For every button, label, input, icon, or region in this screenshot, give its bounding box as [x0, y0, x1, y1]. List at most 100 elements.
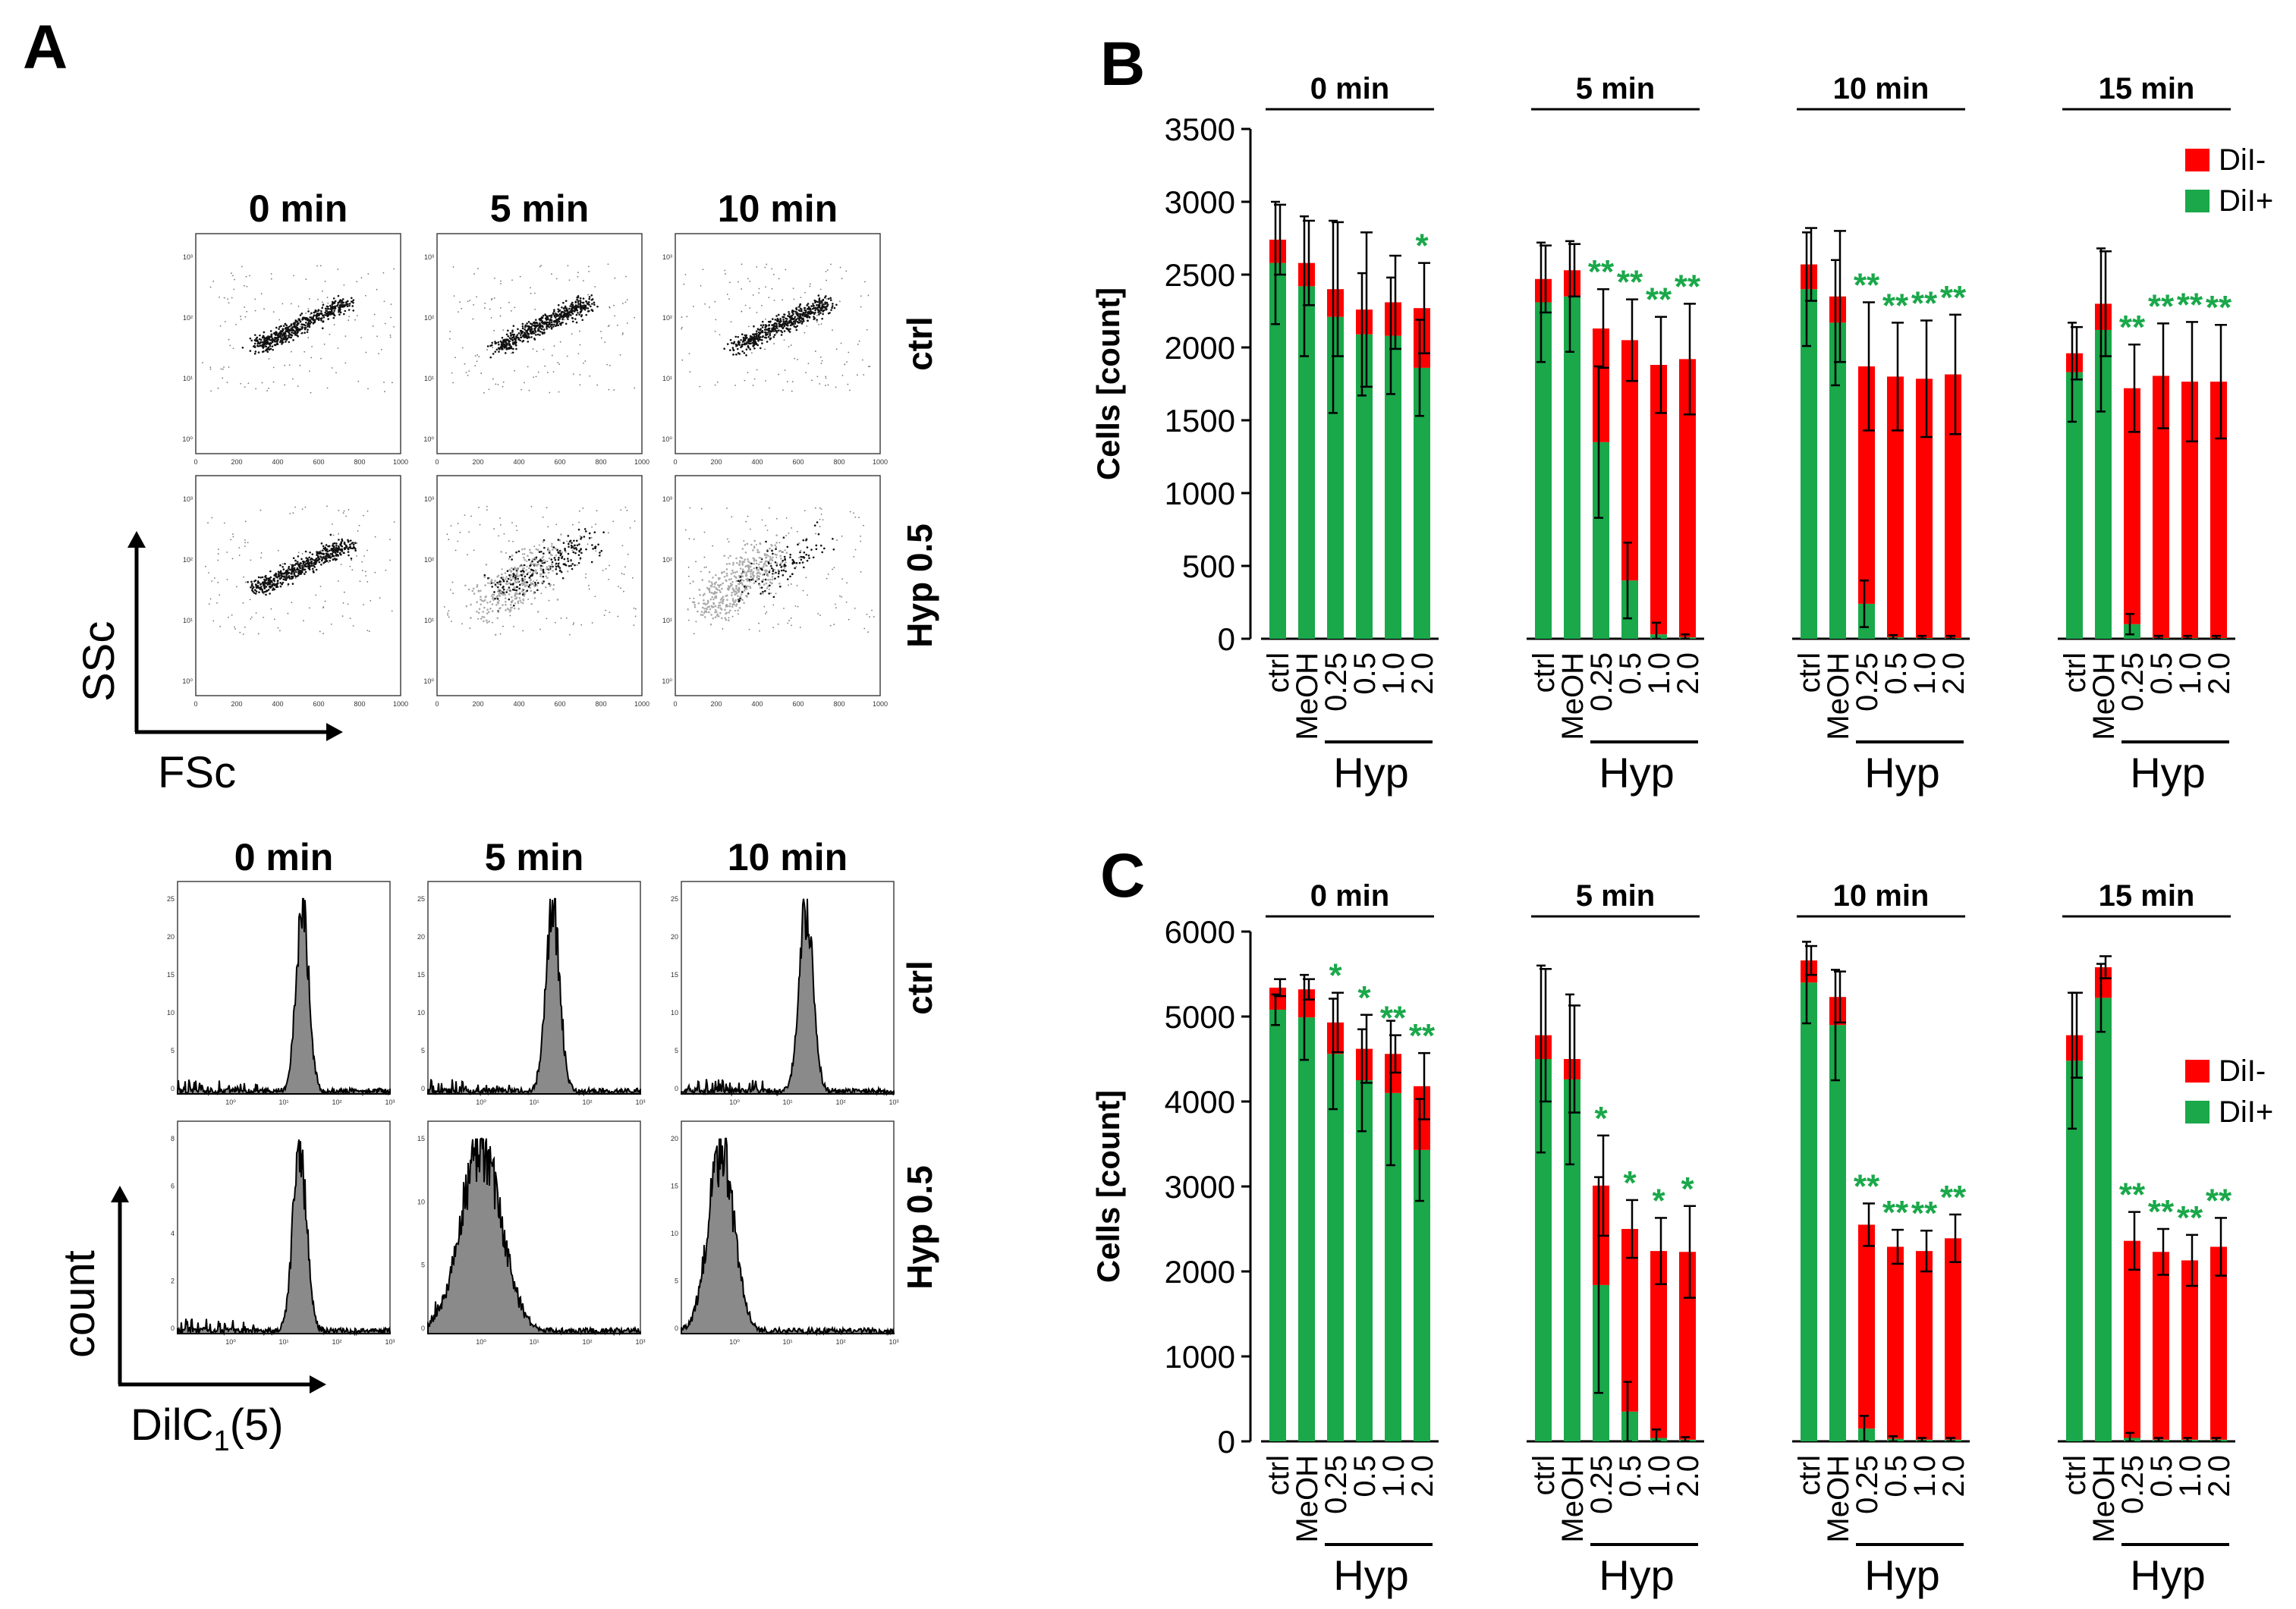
scatter-point: [310, 391, 312, 394]
scatter-point: [819, 310, 821, 313]
scatter-point: [326, 297, 329, 298]
scatter-point: [778, 542, 781, 544]
scatter-point: [511, 596, 513, 599]
scatter-point: [846, 582, 848, 584]
chart-c-bar-dil-pos: [1414, 1149, 1430, 1441]
scatter-point: [249, 599, 251, 601]
scatter-point: [728, 349, 731, 351]
scatter-point: [782, 536, 785, 539]
chart-c-bar-dil-pos: [2066, 1061, 2083, 1441]
scatter-point: [389, 539, 391, 541]
scatter-point: [313, 319, 316, 322]
scatter-point: [514, 593, 517, 596]
hist-distribution: [177, 1139, 391, 1337]
scatter-point: [253, 342, 256, 345]
scatter-point: [701, 579, 703, 581]
scatter-point: [321, 306, 324, 310]
chart-c-bar-dil-pos: [1887, 1438, 1904, 1441]
scatter-point: [276, 343, 279, 346]
scatter-point: [820, 514, 822, 515]
scatter-point: [485, 619, 488, 622]
scatter-point: [530, 505, 533, 508]
chart-b-y-tick-label: 2000: [1165, 330, 1235, 366]
scatter-frame: [675, 233, 881, 454]
scatter-point: [635, 608, 637, 610]
scatter-point: [528, 548, 531, 552]
scatter-point: [745, 348, 748, 350]
chart-c-y-tick-label: 2000: [1165, 1254, 1235, 1290]
scatter-point: [296, 320, 299, 322]
scatter-point: [536, 350, 538, 353]
scatter-point: [791, 573, 794, 576]
scatter-point: [567, 535, 570, 537]
scatter-point: [622, 303, 624, 304]
scatter-point: [564, 549, 567, 552]
scatter-point: [389, 336, 392, 338]
scatter-point: [741, 548, 744, 550]
scatter-point: [727, 589, 730, 591]
scatter-point: [500, 591, 503, 594]
scatter-point: [539, 319, 542, 322]
scatter-point: [247, 580, 249, 583]
scatter-point: [370, 599, 372, 602]
scatter-point: [766, 263, 768, 266]
scatter-point: [525, 569, 528, 571]
scatter-point: [707, 601, 709, 603]
scatter-point: [681, 328, 682, 330]
scatter-point: [764, 266, 766, 269]
scatter-point: [328, 307, 330, 310]
scatter-point: [788, 584, 790, 586]
scatter-point: [511, 336, 514, 339]
scatter-point: [832, 329, 833, 331]
scatter-point: [278, 341, 281, 344]
scatter-point: [303, 573, 306, 575]
scatter-point: [292, 328, 294, 331]
scatter-point: [608, 388, 610, 391]
scatter-point: [322, 316, 326, 319]
scatter-point: [684, 529, 687, 531]
scatter-point: [304, 350, 306, 353]
scatter-point: [728, 562, 731, 565]
chart-c-bar-dil-neg: [1679, 1252, 1696, 1440]
chart-c-category-label: 1.0: [1643, 1455, 1676, 1497]
scatter-point: [514, 581, 517, 584]
scatter-point: [741, 350, 744, 353]
scatter-point: [271, 345, 274, 347]
scatter-point: [853, 555, 855, 558]
scatter-point: [575, 313, 578, 316]
scatter-point: [817, 533, 820, 536]
scatter-point: [701, 606, 704, 609]
scatter-point: [328, 545, 331, 548]
hist-y-tick: 10: [417, 1198, 425, 1205]
scatter-point: [800, 558, 803, 561]
scatter-point: [568, 564, 571, 567]
scatter-point: [309, 565, 311, 568]
scatter-point: [769, 330, 772, 333]
scatter-point: [313, 314, 316, 316]
scatter-point: [782, 316, 785, 319]
scatter-point: [267, 341, 269, 344]
scatter-point: [841, 535, 843, 537]
scatter-point: [274, 333, 277, 336]
scatter-point: [500, 343, 503, 346]
chart-b-significance: **: [1940, 279, 1967, 316]
scatter-point: [554, 558, 557, 561]
chart-b-category-label: 0.25: [1585, 652, 1618, 712]
scatter-point: [570, 544, 573, 547]
scatter-point: [595, 550, 597, 552]
chart-c-legend-label-dil-pos: DiI+: [2219, 1095, 2273, 1129]
scatter-point: [533, 338, 536, 340]
scatter-point: [746, 342, 748, 344]
scatter-point: [334, 306, 337, 310]
scatter-point: [240, 382, 242, 385]
chart-b-bar-dil-neg: [1650, 365, 1667, 635]
scatter-point: [524, 553, 526, 555]
scatter-point: [693, 539, 695, 540]
scatter-point: [718, 602, 721, 604]
scatter-x-tick: 600: [313, 700, 324, 708]
hist-y-tick: 0: [171, 1325, 175, 1332]
scatter-point: [605, 609, 607, 611]
scatter-point: [241, 346, 244, 349]
scatter-point: [288, 325, 291, 328]
